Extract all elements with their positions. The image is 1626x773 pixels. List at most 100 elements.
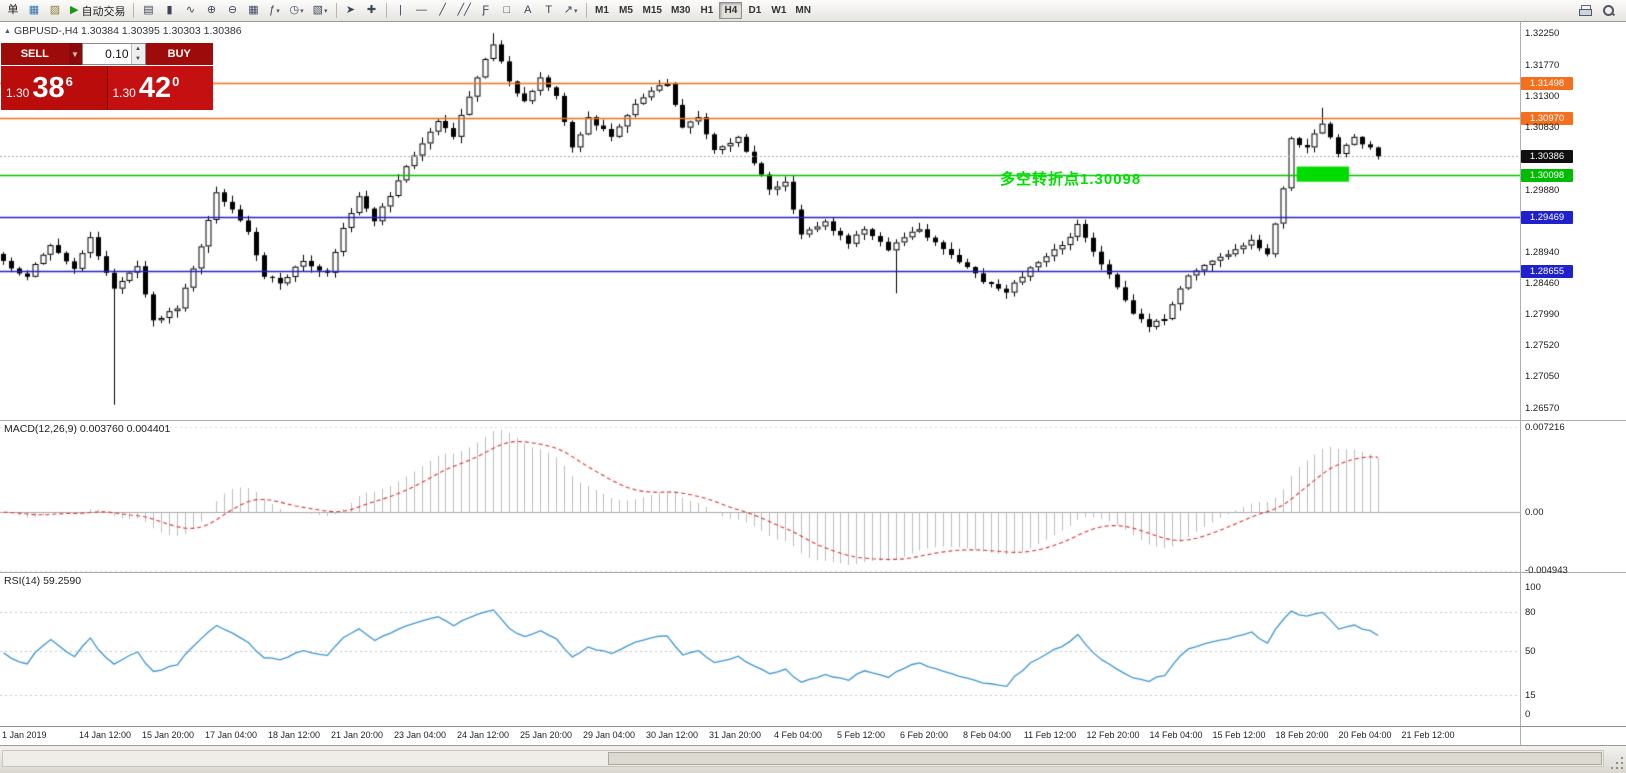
profiles-button[interactable]: ▨ xyxy=(45,2,65,20)
line-chart-button[interactable]: ∿ xyxy=(180,2,200,20)
time-axis-label: 17 Jan 04:00 xyxy=(204,730,258,740)
toolbar: 单 ▦ ▨ ▶ 自动交易 ▤ ▮ ∿ ⊕ ⊖ ▦ ƒ ▾ ◷ ▾ ▧ ▾ ➤ ✚ | — ╱ ╱╱ Ƒ □ A T ↗ ▾ M1 M5 M15… xyxy=(0,0,1626,22)
price-axis-label: 1.32250 xyxy=(1525,28,1560,40)
toolbar-separator xyxy=(585,3,587,18)
crosshair-button[interactable]: ✚ xyxy=(362,2,382,20)
lot-increase-button[interactable]: ▲ xyxy=(131,44,145,54)
buy-price-point: 0 xyxy=(172,73,180,89)
time-axis-corner xyxy=(1520,727,1626,745)
lot-decrease-button[interactable]: ▼ xyxy=(131,54,145,64)
timeframe-m1-button[interactable]: M1 xyxy=(595,5,609,16)
time-axis-label: 1 Jan 2019 xyxy=(2,730,47,740)
zoom-out-button[interactable]: ⊖ xyxy=(222,2,242,20)
zoom-out-icon: ⊖ xyxy=(227,4,238,16)
main-chart-canvas[interactable] xyxy=(0,22,1520,420)
chevron-down-icon: ▾ xyxy=(300,7,304,15)
price-axis-badge: 1.29469 xyxy=(1521,210,1573,224)
arrows-button[interactable]: ↗ ▾ xyxy=(560,2,582,20)
chevron-down-icon: ▾ xyxy=(324,7,328,15)
line-chart-icon: ∿ xyxy=(185,4,196,16)
candlestick-chart-icon: ▮ xyxy=(166,4,173,16)
timeframe-m30-button[interactable]: M30 xyxy=(670,5,691,16)
buy-price-button[interactable]: 1.30 42 0 xyxy=(107,66,213,110)
periods-button[interactable]: ◷ ▾ xyxy=(285,2,307,20)
templates-button[interactable]: ▧ ▾ xyxy=(309,2,332,20)
timeframe-w1-button[interactable]: W1 xyxy=(771,5,787,16)
rsi-canvas[interactable] xyxy=(0,573,1520,726)
autotrading-button[interactable]: ▶ 自动交易 xyxy=(66,2,129,20)
trendline-button[interactable]: ╱ xyxy=(433,2,453,20)
macd-axis-zero: 0.00 xyxy=(1525,507,1544,519)
time-axis-label: 23 Jan 04:00 xyxy=(393,730,447,740)
candlestick-chart-button[interactable]: ▮ xyxy=(159,2,179,20)
price-axis-label: 1.27520 xyxy=(1525,340,1560,352)
time-axis-label: 4 Feb 04:00 xyxy=(773,730,823,740)
text-button[interactable]: A xyxy=(518,2,538,20)
cursor-button[interactable]: ➤ xyxy=(341,2,361,20)
magnifier-icon xyxy=(1602,4,1615,17)
time-axis-label: 31 Jan 20:00 xyxy=(708,730,762,740)
chart-marker-icon: ▲ xyxy=(4,27,11,35)
fibonacci-icon: Ƒ xyxy=(482,4,490,16)
timeframe-m5-button[interactable]: M5 xyxy=(619,5,633,16)
vertical-line-button[interactable]: | xyxy=(391,2,411,20)
timeframe-mn-button[interactable]: MN xyxy=(795,5,811,16)
autotrading-label: 自动交易 xyxy=(81,5,126,18)
rsi-axis-label: 50 xyxy=(1525,645,1536,657)
time-axis-label: 18 Feb 20:00 xyxy=(1275,730,1329,740)
lot-input[interactable] xyxy=(82,44,131,64)
indicators-button[interactable]: ƒ ▾ xyxy=(264,2,284,20)
horizontal-line-button[interactable]: — xyxy=(412,2,432,20)
timeframe-h1-button[interactable]: H1 xyxy=(700,5,714,16)
horizontal-scrollbar[interactable] xyxy=(2,750,1604,767)
rsi-label: RSI(14) 59.2590 xyxy=(4,575,82,587)
timeframe-m15-button[interactable]: M15 xyxy=(642,5,662,16)
trade-options-button[interactable]: ▼ xyxy=(68,43,82,65)
price-axis-badge: 1.30098 xyxy=(1521,169,1573,183)
status-bar xyxy=(0,745,1626,773)
print-preview-button[interactable] xyxy=(1598,2,1619,20)
channel-button[interactable]: ╱╱ xyxy=(454,2,475,20)
time-axis-label: 15 Jan 20:00 xyxy=(141,730,195,740)
macd-plot: MACD(12,26,9) 0.003760 0.004401 xyxy=(0,421,1520,572)
new-order-button[interactable]: 单 xyxy=(3,2,23,20)
time-axis-label: 12 Feb 20:00 xyxy=(1086,730,1140,740)
rsi-axis-label: 80 xyxy=(1525,607,1536,619)
zoom-in-button[interactable]: ⊕ xyxy=(201,2,221,20)
buy-price-int: 1.30 xyxy=(112,86,136,100)
time-axis-label: 30 Jan 12:00 xyxy=(645,730,699,740)
bar-chart-button[interactable]: ▤ xyxy=(138,2,158,20)
time-axis-label: 15 Feb 12:00 xyxy=(1212,730,1266,740)
text-label-button[interactable]: T xyxy=(539,2,559,20)
print-button[interactable] xyxy=(1575,2,1596,20)
scrollbar-thumb[interactable] xyxy=(608,752,1602,765)
text-icon: A xyxy=(524,4,532,16)
printer-icon xyxy=(1579,5,1592,16)
price-axis-label: 1.29880 xyxy=(1525,184,1560,196)
rsi-axis-label: 100 xyxy=(1525,582,1541,593)
time-axis-label: 21 Jan 20:00 xyxy=(330,730,384,740)
time-axis-label: 14 Jan 12:00 xyxy=(78,730,132,740)
macd-canvas[interactable] xyxy=(0,421,1520,572)
timeframe-d1-button[interactable]: D1 xyxy=(748,5,762,16)
bar-chart-icon: ▤ xyxy=(143,4,154,16)
time-axis-label: 6 Feb 20:00 xyxy=(899,730,949,740)
price-axis-badge: 1.28655 xyxy=(1521,264,1573,278)
toolbar-separator xyxy=(385,3,387,18)
main-chart-plot: ▲ GBPUSD-,H4 1.30384 1.30395 1.30303 1.3… xyxy=(0,22,1520,420)
tile-windows-button[interactable]: ▦ xyxy=(243,2,263,20)
shapes-button[interactable]: □ xyxy=(497,2,517,20)
timeframe-h4-button[interactable]: H4 xyxy=(719,2,743,19)
chevron-down-icon: ▾ xyxy=(573,7,578,15)
price-axis-badge: 1.30970 xyxy=(1521,111,1573,125)
rsi-panel: RSI(14) 59.2590 100 80 50 15 0 xyxy=(0,572,1626,726)
fibonacci-button[interactable]: Ƒ xyxy=(476,2,496,20)
buy-button[interactable]: BUY xyxy=(145,43,213,65)
new-chart-button[interactable]: ▦ xyxy=(24,2,44,20)
resize-grip[interactable] xyxy=(1610,757,1623,770)
chevron-down-icon: ▼ xyxy=(71,49,79,59)
time-axis-label: 24 Jan 12:00 xyxy=(456,730,510,740)
sell-button[interactable]: SELL xyxy=(1,43,69,65)
sell-price-button[interactable]: 1.30 38 6 xyxy=(1,66,107,110)
templates-icon: ▧ xyxy=(312,4,323,16)
